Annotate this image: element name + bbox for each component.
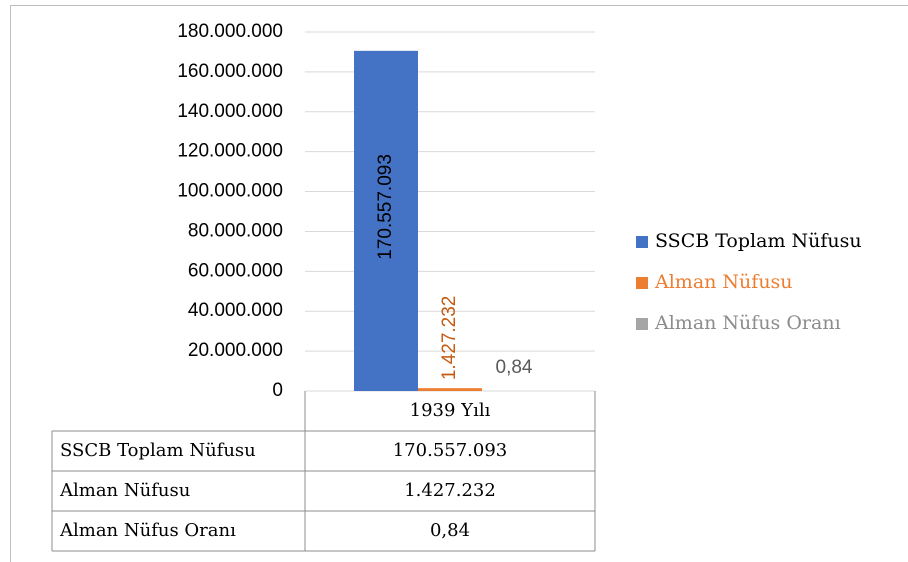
data-label: 0,84 — [496, 357, 533, 378]
y-tick-label: 40.000.000 — [188, 300, 283, 321]
table-cell: 170.557.093 — [393, 440, 508, 461]
x-tick-label: 1939 Yılı — [410, 400, 491, 421]
legend-label: Alman Nüfusu — [654, 271, 793, 293]
y-tick-label: 20.000.000 — [188, 340, 283, 361]
y-tick-label: 60.000.000 — [188, 260, 283, 281]
bar — [418, 388, 482, 391]
table-row-header: Alman Nüfusu — [59, 480, 190, 501]
table-cell: 1.427.232 — [404, 480, 496, 501]
y-tick-label: 80.000.000 — [188, 220, 283, 241]
table-row-header: SSCB Toplam Nüfusu — [60, 440, 256, 461]
y-tick-label: 100.000.000 — [177, 181, 283, 202]
data-label: 170.557.093 — [375, 154, 396, 260]
legend-swatch — [636, 277, 648, 289]
table-row-header: Alman Nüfus Oranı — [59, 520, 236, 541]
legend-swatch — [636, 236, 648, 248]
y-tick-label: 140.000.000 — [177, 101, 283, 122]
legend-label: SSCB Toplam Nüfusu — [655, 230, 862, 252]
y-tick-label: 120.000.000 — [177, 141, 283, 162]
data-label: 1.427.232 — [439, 296, 460, 381]
table-cell: 0,84 — [430, 520, 470, 541]
y-tick-label: 160.000.000 — [177, 61, 283, 82]
y-tick-label: 0 — [272, 380, 283, 401]
bar — [354, 50, 418, 392]
y-tick-label: 180.000.000 — [177, 21, 283, 42]
legend-swatch — [636, 318, 648, 330]
legend-label: Alman Nüfus Oranı — [654, 312, 841, 334]
